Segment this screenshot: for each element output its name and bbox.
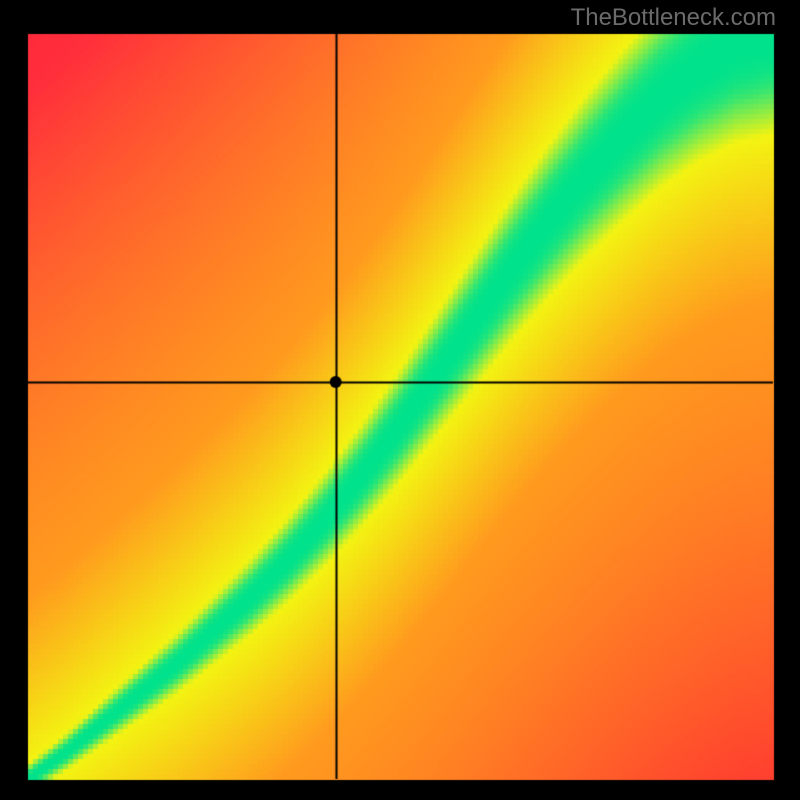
watermark-text: TheBottleneck.com	[571, 4, 776, 32]
chart-container: TheBottleneck.com	[0, 0, 800, 800]
bottleneck-heatmap	[0, 0, 800, 800]
